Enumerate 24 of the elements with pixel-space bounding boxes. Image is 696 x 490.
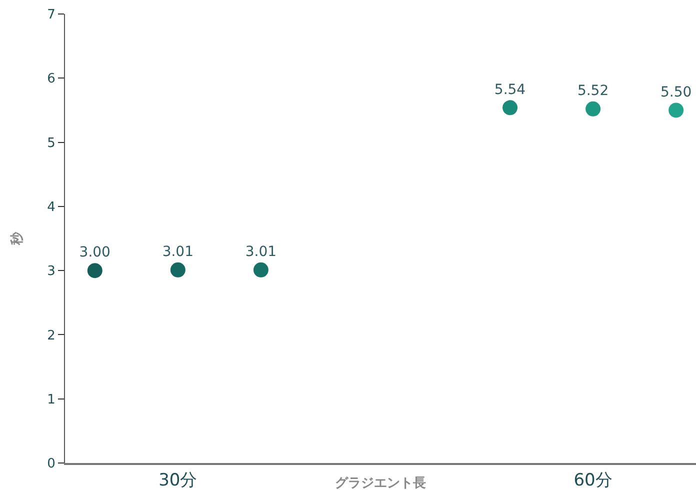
point (668, 102, 684, 118)
y-tick-label: 2 (47, 328, 56, 344)
data-label: 5.50 (660, 84, 692, 100)
data-label: 5.52 (577, 83, 609, 100)
point (586, 101, 601, 116)
x-tick-label: 30分 (158, 470, 198, 490)
y-tick-label: 3 (47, 264, 56, 280)
y-tick-label: 1 (47, 392, 56, 408)
data-label: 3.01 (245, 244, 277, 260)
data-label: 3.01 (162, 244, 194, 260)
y-tick-label: 4 (47, 200, 56, 215)
data-label: 3.00 (79, 244, 110, 261)
point (170, 262, 186, 278)
y-tick-label: 0 (47, 456, 56, 472)
y-tick-label: 7 (47, 8, 56, 23)
y-tick-label: 5 (47, 136, 56, 151)
x-axis-title: グラジエント長 (335, 476, 426, 490)
point (87, 263, 102, 278)
y-tick-label: 6 (47, 72, 56, 87)
data-label: 5.54 (494, 82, 526, 98)
x-tick-label: 60分 (574, 470, 612, 490)
point (253, 262, 268, 278)
point (502, 100, 518, 116)
y-axis-title: 秒 (10, 231, 26, 246)
